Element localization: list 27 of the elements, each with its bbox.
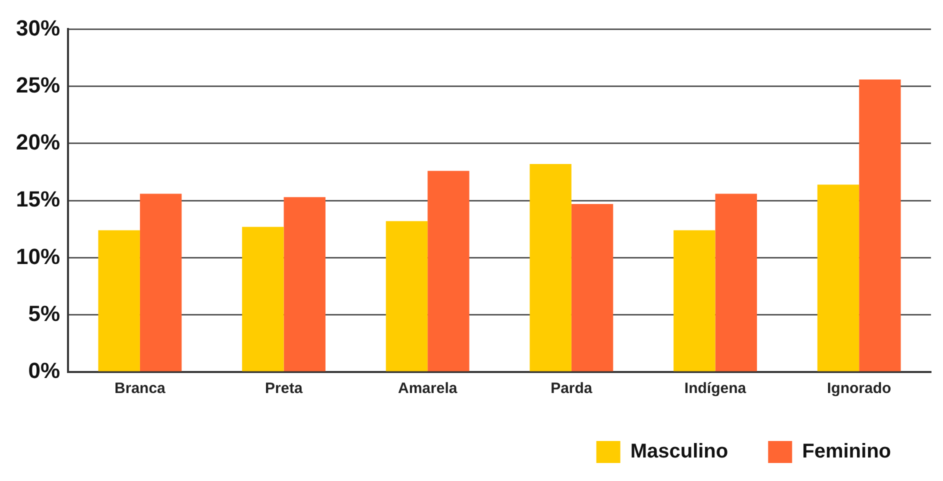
bar [98, 230, 140, 372]
bar [674, 230, 716, 372]
y-tick-label: 0% [28, 358, 60, 384]
bar [859, 79, 901, 372]
y-tick-label: 5% [28, 300, 60, 326]
bar [428, 170, 470, 372]
bar [386, 221, 428, 372]
x-tick-label: Parda [550, 380, 593, 398]
x-tick-label: Ignorado [827, 380, 892, 398]
legend-label: Masculino [630, 440, 728, 463]
bar [140, 194, 182, 372]
bar [571, 204, 614, 372]
legend-label: Feminino [802, 440, 892, 463]
bar [242, 226, 284, 372]
x-tick-label: Indígena [684, 380, 747, 398]
x-tick-label: Amarela [398, 380, 458, 398]
y-tick-label: 20% [16, 130, 60, 155]
x-tick-label: Preta [265, 380, 304, 398]
bar [284, 197, 326, 372]
y-tick-label: 15% [16, 186, 60, 212]
y-tick-label: 10% [16, 244, 60, 269]
bar [530, 164, 572, 372]
bar [817, 184, 860, 372]
y-tick-label: 30% [16, 15, 60, 40]
bar [715, 194, 757, 372]
x-tick-label: Branca [114, 380, 166, 398]
y-tick-label: 25% [16, 72, 60, 98]
